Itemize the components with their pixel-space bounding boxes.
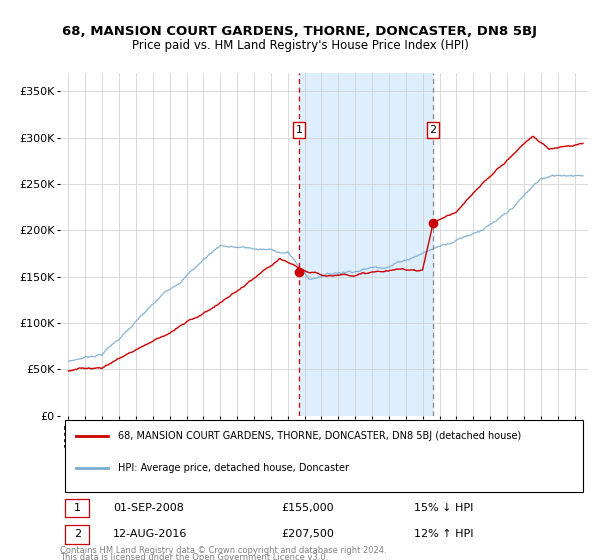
Text: This data is licensed under the Open Government Licence v3.0.: This data is licensed under the Open Gov… — [60, 553, 328, 560]
Text: 2: 2 — [430, 125, 437, 135]
Bar — [299, 73, 433, 416]
Text: 68, MANSION COURT GARDENS, THORNE, DONCASTER, DN8 5BJ: 68, MANSION COURT GARDENS, THORNE, DONCA… — [62, 25, 538, 38]
Text: HPI: Average price, detached house, Doncaster: HPI: Average price, detached house, Donc… — [118, 463, 349, 473]
Text: £155,000: £155,000 — [282, 503, 334, 513]
Text: 2: 2 — [74, 529, 81, 539]
Text: 12% ↑ HPI: 12% ↑ HPI — [414, 529, 473, 539]
Text: 15% ↓ HPI: 15% ↓ HPI — [414, 503, 473, 513]
Text: £207,500: £207,500 — [282, 529, 335, 539]
FancyBboxPatch shape — [65, 419, 583, 492]
Text: Contains HM Land Registry data © Crown copyright and database right 2024.: Contains HM Land Registry data © Crown c… — [60, 545, 386, 555]
Text: 1: 1 — [296, 125, 302, 135]
Text: Price paid vs. HM Land Registry's House Price Index (HPI): Price paid vs. HM Land Registry's House … — [131, 39, 469, 52]
Text: 12-AUG-2016: 12-AUG-2016 — [113, 529, 187, 539]
FancyBboxPatch shape — [65, 499, 89, 517]
Text: 1: 1 — [74, 503, 81, 513]
Text: 68, MANSION COURT GARDENS, THORNE, DONCASTER, DN8 5BJ (detached house): 68, MANSION COURT GARDENS, THORNE, DONCA… — [118, 431, 521, 441]
FancyBboxPatch shape — [65, 525, 89, 544]
Text: 01-SEP-2008: 01-SEP-2008 — [113, 503, 184, 513]
